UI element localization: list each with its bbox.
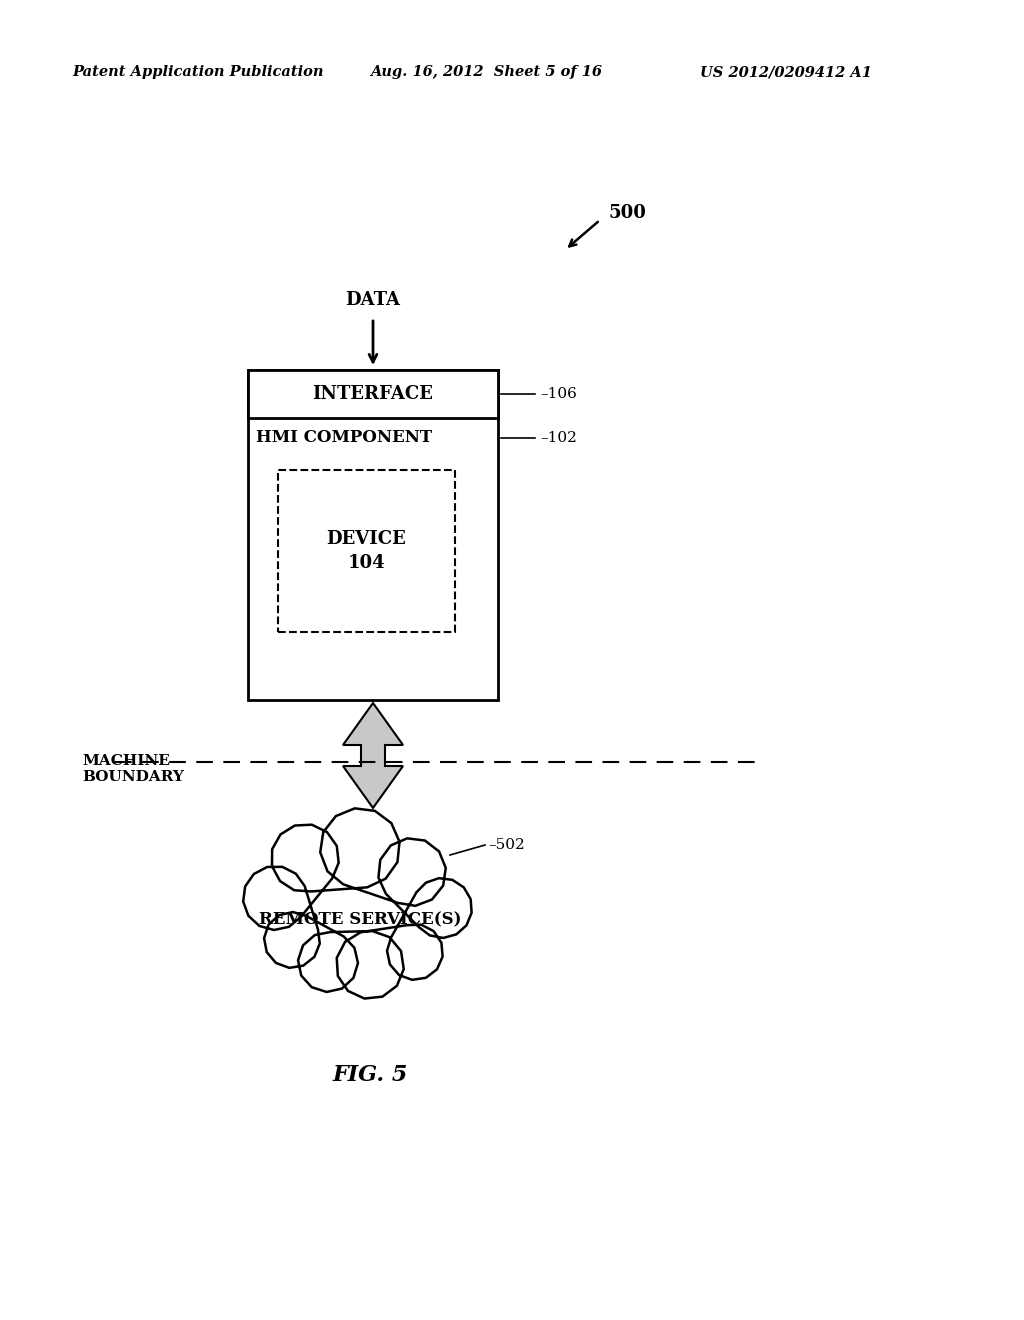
Text: MACHINE
BOUNDARY: MACHINE BOUNDARY bbox=[82, 754, 184, 784]
Bar bbox=[278, 470, 455, 632]
Text: US 2012/0209412 A1: US 2012/0209412 A1 bbox=[700, 65, 871, 79]
Polygon shape bbox=[343, 704, 403, 808]
Text: REMOTE SERVICE(S): REMOTE SERVICE(S) bbox=[259, 912, 461, 928]
Text: DEVICE
104: DEVICE 104 bbox=[327, 529, 407, 573]
Text: –102: –102 bbox=[540, 432, 577, 445]
Bar bbox=[248, 370, 498, 700]
Text: Aug. 16, 2012  Sheet 5 of 16: Aug. 16, 2012 Sheet 5 of 16 bbox=[370, 65, 602, 79]
Text: HMI COMPONENT: HMI COMPONENT bbox=[256, 429, 432, 446]
Text: 500: 500 bbox=[608, 205, 646, 222]
Text: –502: –502 bbox=[488, 838, 524, 851]
Text: DATA: DATA bbox=[345, 290, 400, 309]
Text: Patent Application Publication: Patent Application Publication bbox=[72, 65, 324, 79]
Polygon shape bbox=[243, 808, 472, 998]
Text: INTERFACE: INTERFACE bbox=[312, 385, 433, 403]
Text: –106: –106 bbox=[540, 387, 577, 401]
Bar bbox=[248, 370, 498, 418]
Text: FIG. 5: FIG. 5 bbox=[333, 1064, 408, 1086]
